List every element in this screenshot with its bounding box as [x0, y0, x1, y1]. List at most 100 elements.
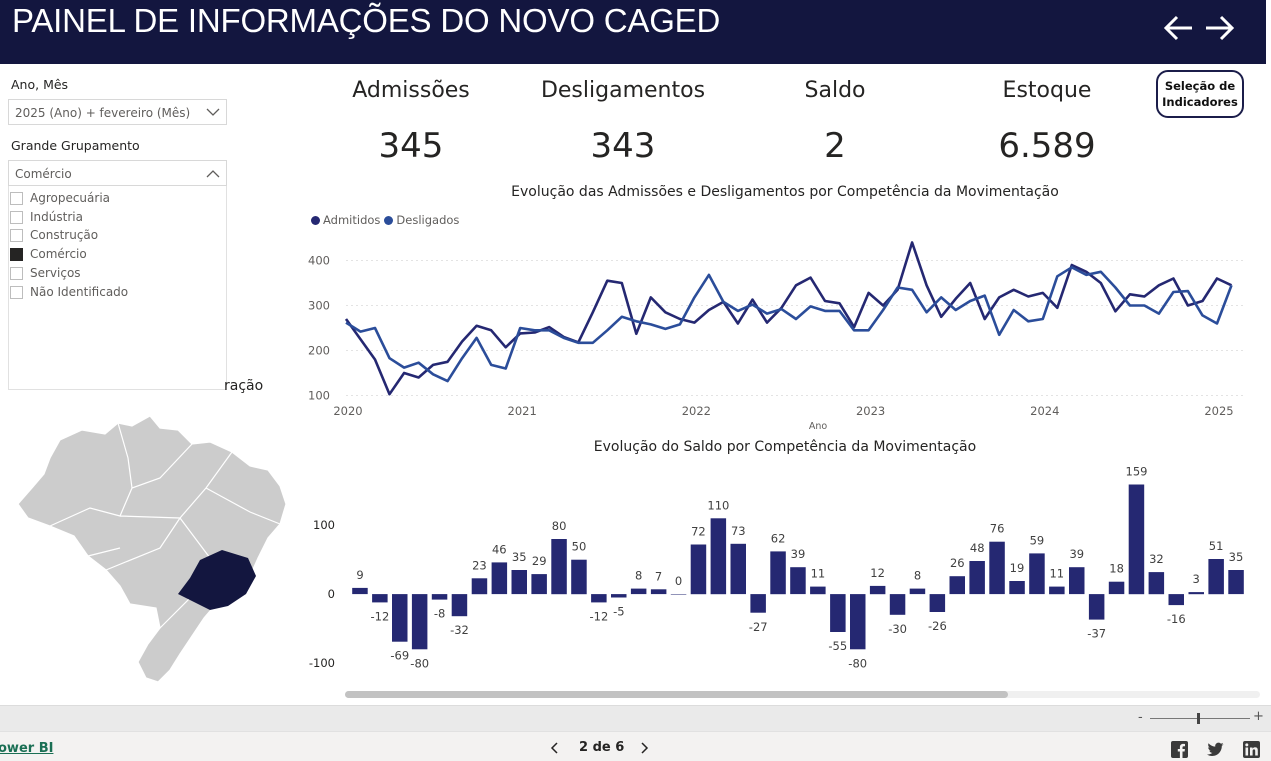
brazil-map[interactable]	[10, 408, 295, 693]
saldo-bar[interactable]	[431, 594, 448, 600]
bar-data-label: 35	[512, 550, 527, 564]
saldo-bar[interactable]	[471, 578, 488, 595]
saldo-bar[interactable]	[630, 588, 647, 595]
bar-data-label: 9	[356, 568, 363, 582]
group-dropdown[interactable]: Comércio	[8, 160, 227, 186]
saldo-bar[interactable]	[1108, 581, 1125, 595]
scrollbar-thumb[interactable]	[345, 691, 1008, 698]
saldo-bar[interactable]	[909, 588, 926, 595]
y-tick-label: 100	[313, 518, 335, 532]
saldo-bar[interactable]	[1188, 592, 1205, 595]
saldo-bar[interactable]	[650, 589, 667, 595]
saldo-bar[interactable]	[1208, 559, 1224, 595]
checkbox[interactable]	[10, 210, 23, 224]
bar-data-label: 51	[1209, 539, 1224, 553]
checkbox[interactable]	[10, 285, 23, 299]
saldo-bar[interactable]	[352, 587, 368, 595]
saldo-bar[interactable]	[591, 594, 607, 603]
saldo-bar[interactable]	[1168, 594, 1185, 606]
legend-label: Desligados	[396, 213, 460, 227]
saldo-bar[interactable]	[989, 541, 1005, 595]
option-nao-identificado[interactable]: Não Identificado	[10, 283, 128, 301]
powerbi-link[interactable]: ower BI	[0, 741, 54, 756]
saldo-bar[interactable]	[1009, 581, 1025, 595]
saldo-bar[interactable]	[790, 567, 806, 595]
saldo-bar[interactable]	[750, 594, 766, 613]
saldo-bar[interactable]	[1049, 586, 1065, 595]
option-servicos[interactable]: Serviços	[10, 264, 81, 282]
bar-data-label: 39	[791, 547, 806, 561]
saldo-bar[interactable]	[770, 551, 786, 595]
saldo-bar[interactable]	[710, 518, 727, 595]
saldo-bar[interactable]	[1128, 484, 1145, 595]
saldo-bar[interactable]	[690, 544, 707, 595]
x-tick-label: 2023	[856, 404, 885, 418]
saldo-bar[interactable]	[1228, 570, 1244, 595]
saldo-bar[interactable]	[1088, 594, 1105, 620]
saldo-bar[interactable]	[929, 594, 946, 612]
legend-dot	[311, 215, 320, 225]
saldo-bar[interactable]	[730, 543, 747, 595]
legend-desligados[interactable]: Desligados	[384, 213, 459, 227]
saldo-bar[interactable]	[830, 594, 846, 632]
bar-data-label: 46	[492, 542, 507, 556]
bar-data-label: 0	[675, 574, 682, 588]
y-tick-label: 400	[308, 254, 330, 268]
twitter-icon[interactable]	[1207, 741, 1224, 758]
forward-button[interactable]	[1202, 12, 1236, 44]
saldo-bar[interactable]	[372, 594, 388, 603]
series-line-admitidos[interactable]	[344, 241, 1233, 396]
saldo-bar[interactable]	[491, 562, 508, 595]
facebook-icon[interactable]	[1171, 741, 1188, 758]
horizontal-scrollbar[interactable]	[345, 691, 1260, 698]
saldo-bar[interactable]	[1029, 553, 1045, 595]
period-dropdown[interactable]: 2025 (Ano) + fevereiro (Mês)	[8, 99, 227, 125]
checkbox-checked[interactable]	[10, 247, 23, 261]
saldo-bar[interactable]	[869, 585, 886, 595]
option-industria[interactable]: Indústria	[10, 208, 83, 226]
zoom-out-button[interactable]: -	[1138, 710, 1143, 725]
series-line-desligados[interactable]	[345, 265, 1233, 383]
indicator-selection-button[interactable]: Seleção de Indicadores	[1156, 70, 1244, 118]
checkbox[interactable]	[10, 228, 23, 242]
legend-admitidos[interactable]: Admitidos	[311, 213, 380, 227]
saldo-bar[interactable]	[670, 594, 687, 595]
saldo-bar[interactable]	[850, 594, 866, 650]
group-slicer-title: Grande Grupamento	[11, 138, 140, 153]
saldo-bar[interactable]	[511, 570, 528, 595]
bar-data-label: -30	[888, 622, 907, 636]
zoom-slider-track[interactable]	[1150, 718, 1250, 719]
option-agropecuaria[interactable]: Agropecuária	[10, 189, 110, 207]
back-button[interactable]	[1162, 12, 1196, 44]
bar-data-label: 110	[707, 498, 729, 512]
saldo-bar[interactable]	[571, 559, 587, 595]
zoom-in-button[interactable]: +	[1253, 709, 1264, 724]
saldo-bar[interactable]	[1069, 567, 1085, 595]
bar-data-label: -37	[1087, 627, 1106, 641]
saldo-bar[interactable]	[611, 594, 627, 598]
option-label: Comércio	[30, 247, 87, 261]
saldo-bar[interactable]	[451, 594, 468, 617]
saldo-bar[interactable]	[411, 594, 428, 650]
chevron-right-icon[interactable]	[637, 740, 651, 756]
option-comercio[interactable]: Comércio	[10, 245, 87, 263]
linkedin-icon[interactable]	[1243, 741, 1260, 758]
saldo-bar[interactable]	[531, 574, 547, 595]
bar-data-label: 35	[1229, 550, 1244, 564]
saldo-bar[interactable]	[810, 586, 826, 595]
chevron-left-icon[interactable]	[548, 740, 562, 756]
saldo-bar[interactable]	[969, 561, 985, 595]
checkbox[interactable]	[10, 191, 23, 205]
zoom-slider-thumb[interactable]	[1197, 713, 1200, 724]
header-bar: PAINEL DE INFORMAÇÕES DO NOVO CAGED	[0, 0, 1266, 64]
saldo-bar[interactable]	[392, 594, 408, 642]
checkbox[interactable]	[10, 266, 23, 280]
x-tick-label: 2022	[682, 404, 711, 418]
saldo-bar[interactable]	[551, 539, 567, 595]
saldo-bar[interactable]	[889, 594, 906, 615]
kpi-desligamentos-value: 343	[590, 126, 656, 166]
map-title-fragment: ração	[224, 378, 264, 394]
saldo-bar[interactable]	[1148, 572, 1165, 595]
option-construcao[interactable]: Construção	[10, 226, 98, 244]
saldo-bar[interactable]	[949, 576, 966, 595]
